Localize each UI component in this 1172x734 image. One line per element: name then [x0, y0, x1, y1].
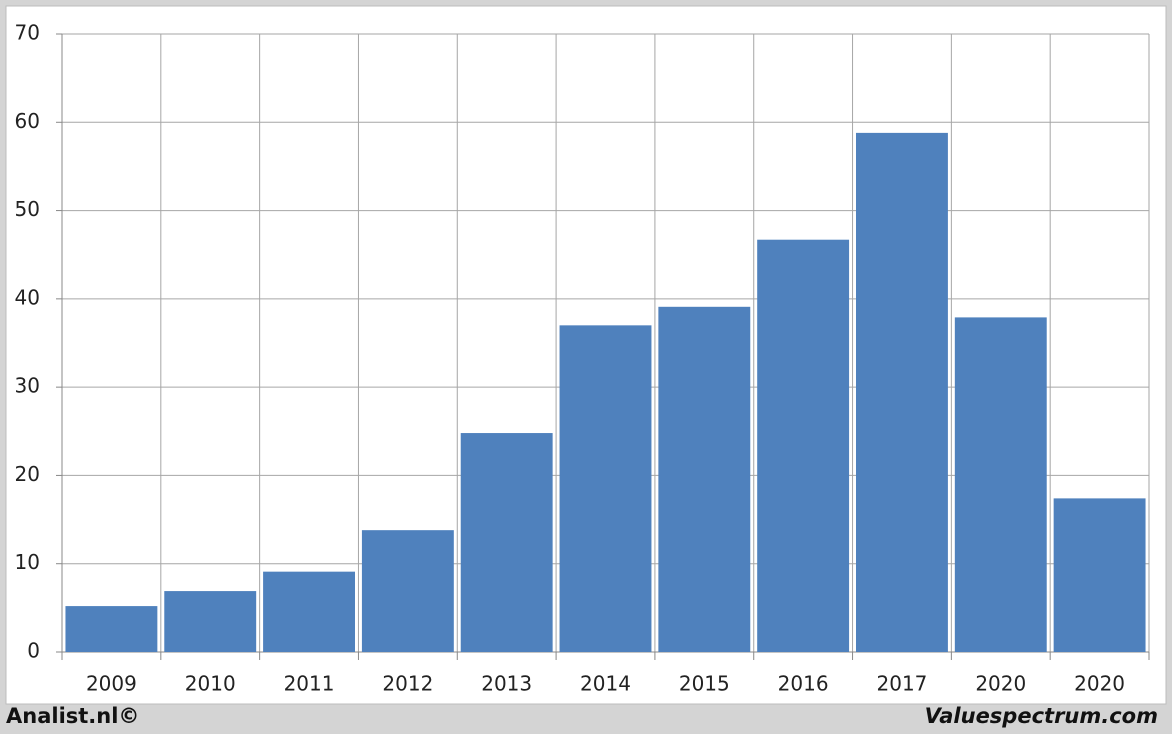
bar [1053, 498, 1146, 652]
bar [559, 325, 652, 652]
x-tick-label: 2011 [284, 672, 335, 696]
x-tick-label: 2014 [580, 672, 631, 696]
x-tick-label: 2015 [679, 672, 730, 696]
bar [954, 317, 1047, 652]
x-tick-label: 2017 [877, 672, 928, 696]
y-tick-label: 50 [15, 197, 40, 221]
x-tick-label: 2020 [1074, 672, 1125, 696]
x-tick-label: 2009 [86, 672, 137, 696]
y-tick-label: 40 [15, 285, 40, 309]
x-tick-label: 2012 [382, 672, 433, 696]
bar [460, 433, 553, 652]
y-tick-label: 60 [15, 109, 40, 133]
y-tick-label: 20 [15, 462, 40, 486]
bar [164, 591, 257, 652]
y-tick-label: 10 [15, 550, 40, 574]
bar [658, 306, 751, 652]
bar [361, 530, 454, 652]
footer-left: Analist.nl© [6, 704, 139, 728]
bar [757, 239, 850, 652]
x-tick-label: 2020 [975, 672, 1026, 696]
footer-right: Valuespectrum.com [925, 704, 1158, 728]
y-tick-label: 0 [27, 639, 40, 663]
x-tick-label: 2010 [185, 672, 236, 696]
bar [65, 606, 158, 652]
x-tick-label: 2016 [778, 672, 829, 696]
x-tick-label: 2013 [481, 672, 532, 696]
bar [263, 571, 355, 652]
bar [856, 132, 948, 652]
y-tick-label: 70 [15, 21, 40, 45]
y-tick-label: 30 [15, 374, 40, 398]
